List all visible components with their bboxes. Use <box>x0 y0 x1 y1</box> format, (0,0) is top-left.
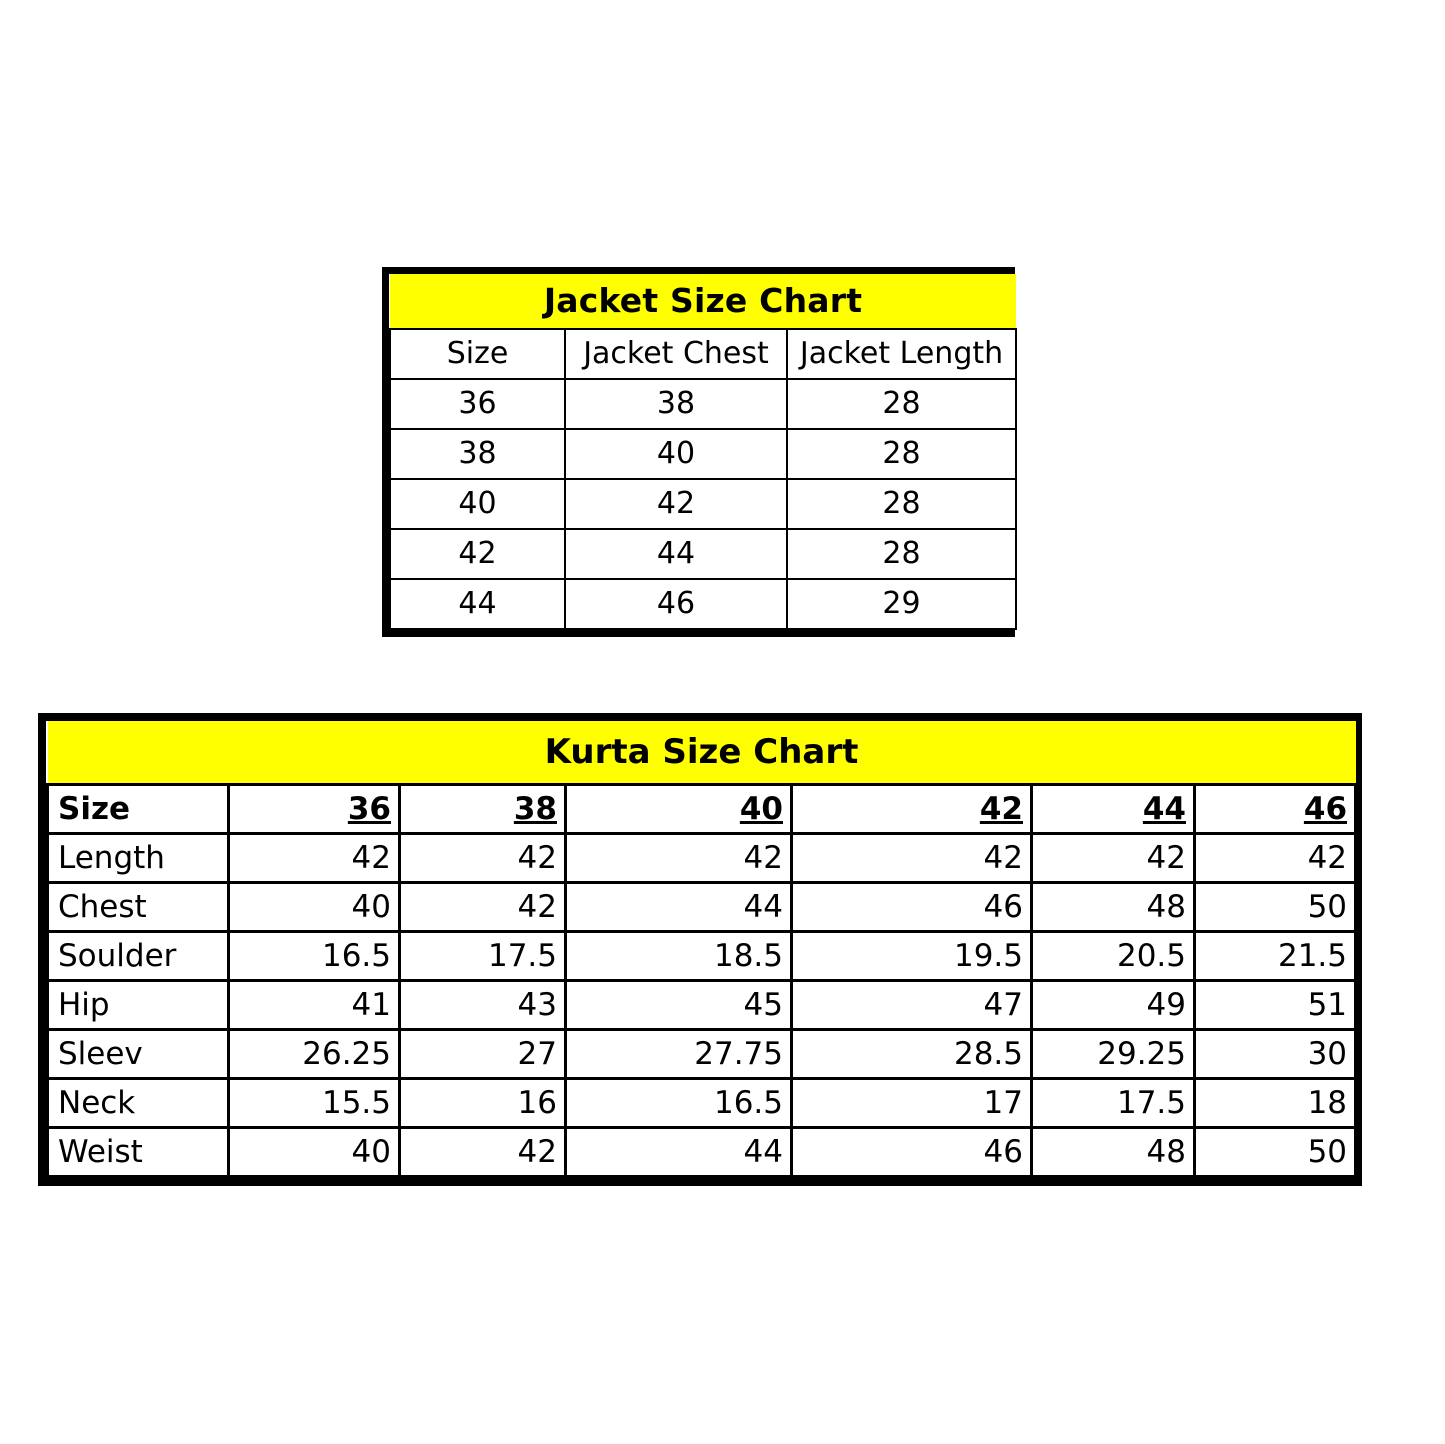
jacket-cell-length: 28 <box>785 428 1018 480</box>
kurta-cell: 16.5 <box>227 930 401 982</box>
kurta-cell: 42 <box>790 832 1033 884</box>
jacket-cell-length: 28 <box>785 528 1018 580</box>
table-row: Neck 15.5 16 16.5 17 17.5 18 <box>46 1077 1358 1129</box>
kurta-cell: 43 <box>398 979 567 1031</box>
jacket-cell-chest: 46 <box>564 578 788 630</box>
kurta-cell: 45 <box>564 979 793 1031</box>
kurta-cell: 51 <box>1192 979 1358 1031</box>
kurta-cell: 29.25 <box>1030 1028 1196 1080</box>
kurta-cell: 16.5 <box>564 1077 793 1129</box>
kurta-cell: 17 <box>790 1077 1033 1129</box>
kurta-cell: 48 <box>1030 881 1196 933</box>
kurta-cell: 42 <box>398 1126 567 1178</box>
kurta-cell: 21.5 <box>1192 930 1358 982</box>
jacket-cell-size: 42 <box>389 528 566 580</box>
kurta-size-header-42: 42 <box>790 783 1033 835</box>
kurta-cell: 50 <box>1192 881 1358 933</box>
kurta-size-chart: Kurta Size Chart Size 36 38 40 42 44 46 … <box>38 713 1362 1186</box>
kurta-cell: 42 <box>1030 832 1196 884</box>
kurta-cell: 30 <box>1192 1028 1358 1080</box>
kurta-cell: 18 <box>1192 1077 1358 1129</box>
kurta-cell: 17.5 <box>1030 1077 1196 1129</box>
kurta-size-header-38: 38 <box>398 783 567 835</box>
kurta-cell: 16 <box>398 1077 567 1129</box>
kurta-cell: 17.5 <box>398 930 567 982</box>
jacket-cell-length: 28 <box>785 478 1018 530</box>
jacket-chart-title-row: Jacket Size Chart <box>390 274 1017 329</box>
kurta-size-header-46: 46 <box>1192 783 1358 835</box>
kurta-size-header-36: 36 <box>227 783 401 835</box>
kurta-row-label: Weist <box>46 1126 230 1178</box>
kurta-cell: 42 <box>1192 832 1358 884</box>
jacket-cell-length: 28 <box>785 378 1018 430</box>
table-row: Length 42 42 42 42 42 42 <box>46 832 1358 884</box>
kurta-cell: 42 <box>398 832 567 884</box>
kurta-cell: 20.5 <box>1030 930 1196 982</box>
kurta-cell: 50 <box>1192 1126 1358 1178</box>
jacket-cell-size: 36 <box>389 378 566 430</box>
kurta-header-size-label: Size <box>46 783 230 835</box>
kurta-cell: 27.75 <box>564 1028 793 1080</box>
kurta-cell: 44 <box>564 881 793 933</box>
table-row: Sleev 26.25 27 27.75 28.5 29.25 30 <box>46 1028 1358 1080</box>
jacket-cell-size: 44 <box>389 578 566 630</box>
kurta-cell: 26.25 <box>227 1028 401 1080</box>
kurta-cell: 42 <box>398 881 567 933</box>
kurta-cell: 18.5 <box>564 930 793 982</box>
kurta-cell: 15.5 <box>227 1077 401 1129</box>
kurta-cell: 42 <box>564 832 793 884</box>
kurta-cell: 42 <box>227 832 401 884</box>
kurta-cell: 40 <box>227 881 401 933</box>
table-row: Weist 40 42 44 46 48 50 <box>46 1126 1358 1178</box>
jacket-column-header-length: Jacket Length <box>785 328 1018 380</box>
table-row: 42 44 28 <box>389 528 1018 580</box>
kurta-header-row: Size 36 38 40 42 44 46 <box>46 783 1358 835</box>
jacket-header-row: Size Jacket Chest Jacket Length <box>389 328 1018 380</box>
kurta-row-label: Length <box>46 832 230 884</box>
kurta-cell: 48 <box>1030 1126 1196 1178</box>
kurta-cell: 41 <box>227 979 401 1031</box>
kurta-cell: 46 <box>790 881 1033 933</box>
jacket-cell-chest: 38 <box>564 378 788 430</box>
jacket-column-header-size: Size <box>389 328 566 380</box>
table-row: Hip 41 43 45 47 49 51 <box>46 979 1358 1031</box>
kurta-row-label: Chest <box>46 881 230 933</box>
kurta-cell: 27 <box>398 1028 567 1080</box>
jacket-chart-title: Jacket Size Chart <box>390 274 1017 329</box>
kurta-cell: 49 <box>1030 979 1196 1031</box>
jacket-size-chart: Jacket Size Chart Size Jacket Chest Jack… <box>382 267 1018 637</box>
jacket-cell-chest: 40 <box>564 428 788 480</box>
kurta-size-table: Kurta Size Chart Size 36 38 40 42 44 46 … <box>46 721 1358 1178</box>
jacket-column-header-chest: Jacket Chest <box>564 328 788 380</box>
table-row: Soulder 16.5 17.5 18.5 19.5 20.5 21.5 <box>46 930 1358 982</box>
jacket-size-table: Jacket Size Chart Size Jacket Chest Jack… <box>389 274 1018 630</box>
kurta-chart-title-row: Kurta Size Chart <box>47 721 1356 785</box>
table-row: 36 38 28 <box>389 378 1018 430</box>
kurta-cell: 19.5 <box>790 930 1033 982</box>
jacket-cell-chest: 44 <box>564 528 788 580</box>
table-row: 40 42 28 <box>389 478 1018 530</box>
table-row: 44 46 29 <box>389 578 1018 630</box>
jacket-cell-size: 38 <box>389 428 566 480</box>
kurta-cell: 46 <box>790 1126 1033 1178</box>
kurta-cell: 47 <box>790 979 1033 1031</box>
table-row: 38 40 28 <box>389 428 1018 480</box>
kurta-cell: 28.5 <box>790 1028 1033 1080</box>
kurta-cell: 44 <box>564 1126 793 1178</box>
kurta-row-label: Sleev <box>46 1028 230 1080</box>
jacket-cell-chest: 42 <box>564 478 788 530</box>
jacket-cell-length: 29 <box>785 578 1018 630</box>
kurta-size-header-44: 44 <box>1030 783 1196 835</box>
kurta-row-label: Neck <box>46 1077 230 1129</box>
kurta-size-header-40: 40 <box>564 783 793 835</box>
kurta-row-label: Soulder <box>46 930 230 982</box>
kurta-cell: 40 <box>227 1126 401 1178</box>
jacket-cell-size: 40 <box>389 478 566 530</box>
kurta-row-label: Hip <box>46 979 230 1031</box>
table-row: Chest 40 42 44 46 48 50 <box>46 881 1358 933</box>
kurta-chart-title: Kurta Size Chart <box>47 721 1356 785</box>
